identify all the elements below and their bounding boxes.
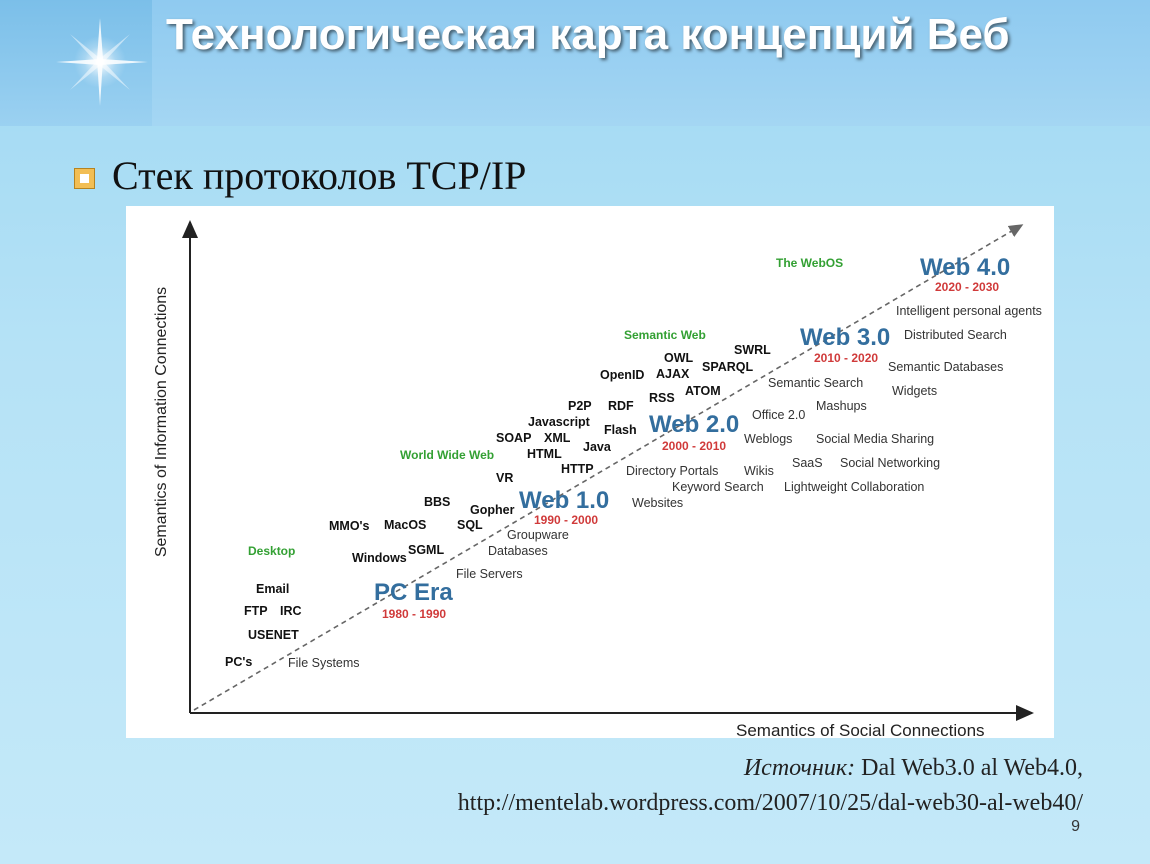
tech-item: Flash [604, 423, 637, 437]
tech-item: IRC [280, 604, 302, 618]
tech-item: RDF [608, 399, 634, 413]
era-web3: Web 3.0 [800, 324, 890, 351]
app-item: Databases [488, 544, 548, 558]
tech-item: Java [583, 440, 612, 454]
x-axis-label: Semantics of Social Connections [736, 721, 985, 738]
tech-item: Gopher [470, 503, 515, 517]
source-text: Dal Web3.0 al Web4.0, [855, 755, 1083, 781]
app-item: Lightweight Collaboration [784, 480, 924, 494]
web-evolution-diagram: Semantics of Information Connections Sem… [126, 206, 1054, 738]
tech-item: VR [496, 471, 513, 485]
tech-item: MacOS [384, 518, 426, 532]
era-web4: Web 4.0 [920, 254, 1010, 281]
tech-item: MMO's [329, 519, 370, 533]
tech-item: SOAP [496, 431, 531, 445]
era-pc: PC Era [374, 579, 453, 606]
era-web3-years: 2010 - 2020 [814, 351, 878, 365]
app-item: SaaS [792, 456, 823, 470]
source-url[interactable]: http://mentelab.wordpress.com/2007/10/25… [457, 790, 1083, 816]
square-bullet-icon [74, 168, 95, 189]
era-pc-years: 1980 - 1990 [382, 607, 446, 621]
tech-item: SWRL [734, 343, 771, 357]
app-item: Wikis [744, 464, 774, 478]
title-bar: Технологическая карта концепций Веб [0, 0, 1150, 126]
tech-item: OWL [664, 351, 694, 365]
category-semantic-web: Semantic Web [624, 328, 706, 342]
source-citation: Источник: Dal Web3.0 al Web4.0, [200, 755, 1083, 782]
tech-item: Windows [352, 551, 407, 565]
tech-item: USENET [248, 628, 299, 642]
era-web1-years: 1990 - 2000 [534, 513, 598, 527]
era-web2-years: 2000 - 2010 [662, 439, 726, 453]
tech-item: Javascript [528, 415, 591, 429]
tech-item: Email [256, 582, 289, 596]
app-item: Social Media Sharing [816, 432, 934, 446]
app-item: Keyword Search [672, 480, 764, 494]
app-item: Websites [632, 496, 683, 510]
bullet-text: Стек протоколов TCP/IP [112, 153, 527, 198]
tech-item: PC's [225, 655, 252, 669]
tech-item: RSS [649, 391, 675, 405]
app-item: Widgets [892, 384, 937, 398]
tech-item: SPARQL [702, 360, 754, 374]
tech-item: OpenID [600, 368, 644, 382]
app-item: Groupware [507, 528, 569, 542]
tech-item: XML [544, 431, 571, 445]
source-label: Источник: [743, 755, 856, 781]
trend-arrow [193, 224, 1024, 711]
era-web2: Web 2.0 [649, 411, 739, 438]
tech-item: AJAX [656, 367, 690, 381]
category-desktop: Desktop [248, 544, 295, 558]
era-web4-years: 2020 - 2030 [935, 280, 999, 294]
tech-item: HTTP [561, 462, 594, 476]
app-item: Intelligent personal agents [896, 304, 1042, 318]
slide-title: Технологическая карта концепций Веб [166, 10, 1010, 59]
tech-item: ATOM [685, 384, 721, 398]
page-number: 9 [1071, 818, 1080, 835]
tech-item: P2P [568, 399, 592, 413]
tech-item: BBS [424, 495, 450, 509]
app-item: File Servers [456, 567, 523, 581]
app-item: Semantic Databases [888, 360, 1003, 374]
era-web1: Web 1.0 [519, 487, 609, 514]
app-item: Directory Portals [626, 464, 718, 478]
tech-item: SGML [408, 543, 444, 557]
app-item: Mashups [816, 399, 867, 413]
tech-item: FTP [244, 604, 268, 618]
app-item: Semantic Search [768, 376, 863, 390]
app-item: Weblogs [744, 432, 792, 446]
app-item: Distributed Search [904, 328, 1007, 342]
app-item: File Systems [288, 656, 360, 670]
app-item: Office 2.0 [752, 408, 805, 422]
tech-item: SQL [457, 518, 483, 532]
y-axis-label: Semantics of Information Connections [153, 287, 170, 557]
app-item: Social Networking [840, 456, 940, 470]
tech-item: HTML [527, 447, 562, 461]
category-webos: The WebOS [776, 256, 843, 270]
sparkle-icon [56, 18, 148, 106]
category-www: World Wide Web [400, 448, 494, 462]
